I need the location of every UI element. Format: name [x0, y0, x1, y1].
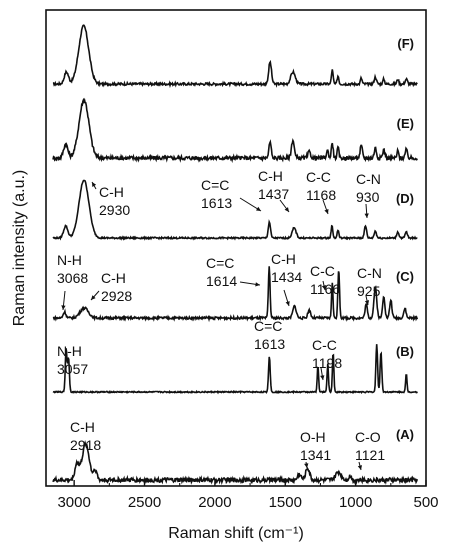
- x-axis-title: Raman shift (cm⁻¹): [168, 525, 304, 542]
- annotation-arrowhead: [284, 207, 289, 212]
- annotation-arrowhead: [304, 463, 309, 468]
- annotation-arrowhead: [357, 465, 362, 470]
- annotation-arrowhead: [61, 305, 66, 310]
- annotation-ch-1437: C-H 1437: [258, 168, 289, 202]
- spectra-traces: [52, 24, 419, 486]
- annotation-cc-1614: C=C 1614: [206, 255, 237, 289]
- peak-annotations: C-H 2930 C=C 1613 C-H 1437 C-C 1168 C-N 930 N-H 306…: [57, 168, 385, 471]
- annotation-arrowhead: [364, 300, 370, 305]
- trace-label-e: (E): [397, 116, 414, 131]
- annotation-arrowhead: [320, 375, 325, 380]
- annotation-cc-1613: C=C 1613: [254, 318, 285, 352]
- spectrum-line-c: [52, 266, 419, 323]
- annotation-ch-2930: C-H 2930: [99, 184, 130, 218]
- plot-frame: [45, 9, 427, 487]
- annotation-arrowhead: [285, 301, 290, 306]
- trace-label-a: (A): [396, 427, 414, 442]
- annotation-nh-3068: N-H 3068: [57, 252, 88, 286]
- x-tick-label-1000: 1000: [339, 494, 372, 511]
- annotation-cn-925: C-N 925: [357, 265, 382, 299]
- annotation-cn-930: C-N 930: [356, 171, 381, 205]
- trace-label-f: (F): [397, 36, 414, 51]
- annotation-cc-1198: C-C 1198: [312, 337, 342, 371]
- annotation-arrowhead: [255, 282, 260, 287]
- x-tick-label-2500: 2500: [128, 494, 161, 511]
- trace-label-b: (B): [396, 344, 414, 359]
- annotation-arrowhead: [321, 285, 327, 290]
- spectrum-line-b: [52, 344, 418, 395]
- annotation-arrowhead: [364, 213, 369, 218]
- annotation-arrowhead: [256, 206, 261, 211]
- annotation-nh-3057: N-H 3057: [57, 343, 88, 377]
- spectrum-line-e: [52, 97, 418, 164]
- x-tick-label-3000: 3000: [57, 494, 90, 511]
- x-axis-ticks: 3000 2500 2000 1500 1000 500: [57, 480, 439, 511]
- x-tick-label-2000: 2000: [198, 494, 231, 511]
- annotation-ch-2918: C-H 2918: [70, 419, 101, 453]
- spectrum-line-d: [52, 179, 418, 241]
- spectrum-line-a: [52, 440, 419, 486]
- annotation-cc-1168: C-C 1168: [306, 169, 336, 203]
- annotation-co-1121: C-O 1121: [355, 429, 385, 463]
- annotation-oh-1341: O-H 1341: [300, 429, 331, 463]
- annotation-arrowhead: [91, 295, 96, 300]
- spectrum-line-f: [52, 24, 418, 89]
- y-axis-title: Raman intensity (a.u.): [11, 170, 28, 327]
- annotation-cc-1613: C=C 1613: [201, 177, 232, 211]
- annotation-arrowhead: [92, 182, 97, 187]
- trace-label-c: (C): [396, 269, 414, 284]
- annotation-arrowhead: [324, 209, 329, 214]
- annotation-ch-1434: C-H 1434: [271, 251, 302, 285]
- annotation-ch-2928: C-H 2928: [101, 270, 132, 304]
- annotation-cc-1166: C-C1166: [310, 263, 340, 297]
- trace-label-d: (D): [396, 191, 414, 206]
- trace-labels: (F) (E) (D) (C) (B) (A): [396, 36, 414, 442]
- x-tick-label-500: 500: [413, 494, 438, 511]
- x-tick-label-1500: 1500: [269, 494, 302, 511]
